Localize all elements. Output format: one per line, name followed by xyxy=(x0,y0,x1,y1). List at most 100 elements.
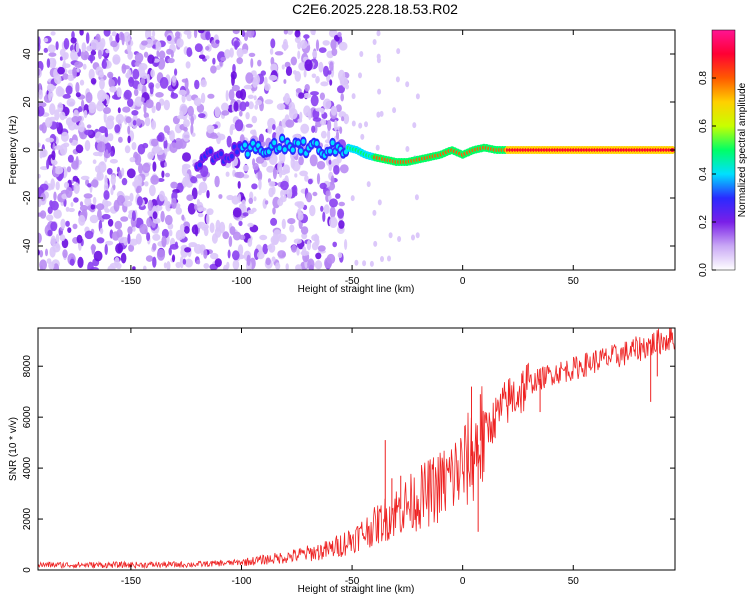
noise-blob xyxy=(105,149,109,159)
noise-blob xyxy=(318,61,324,73)
noise-blob xyxy=(237,181,241,189)
noise-blob xyxy=(304,175,309,182)
noise-blob xyxy=(84,230,94,240)
noise-blob xyxy=(147,199,153,211)
noise-blob xyxy=(172,75,177,83)
noise-blob xyxy=(159,77,169,89)
noise-blob xyxy=(49,103,56,116)
noise-blob xyxy=(67,74,74,82)
noise-blob xyxy=(121,33,125,46)
noise-blob xyxy=(366,181,371,188)
noise-blob xyxy=(132,266,136,270)
noise-blob xyxy=(152,256,157,268)
noise-blob xyxy=(157,132,165,142)
noise-blob xyxy=(103,107,111,114)
noise-blob xyxy=(127,135,131,144)
noise-blob xyxy=(257,59,262,67)
noise-blob xyxy=(182,258,187,265)
noise-blob xyxy=(103,30,111,37)
noise-blob xyxy=(86,45,93,52)
spectrogram-panel: -150 -100 -50 0 50 -40 -20 0 20 40 Height of str… xyxy=(8,29,676,295)
noise-blob xyxy=(318,47,327,53)
noise-blob xyxy=(237,193,241,204)
ridge-core xyxy=(243,142,247,148)
noise-blob xyxy=(166,48,173,55)
noise-blob xyxy=(396,48,401,55)
noise-blob xyxy=(107,71,114,79)
noise-blob xyxy=(320,205,324,212)
noise-blob xyxy=(67,69,74,75)
noise-blob xyxy=(70,202,74,207)
noise-blob xyxy=(309,154,318,167)
noise-blob xyxy=(54,145,63,151)
noise-blob xyxy=(196,259,201,265)
noise-blob xyxy=(314,260,323,270)
noise-blob xyxy=(114,124,121,133)
noise-blob xyxy=(203,249,208,259)
noise-blob xyxy=(90,78,97,85)
noise-blob xyxy=(146,73,150,84)
noise-blob xyxy=(227,249,231,259)
noise-blob xyxy=(111,231,120,241)
noise-blob xyxy=(289,224,295,233)
noise-blob xyxy=(48,116,56,122)
noise-blob xyxy=(38,232,42,244)
noise-blob xyxy=(60,131,69,142)
noise-blob xyxy=(239,110,243,117)
noise-blob xyxy=(238,220,243,227)
noise-blob xyxy=(50,235,56,247)
noise-blob xyxy=(123,200,133,207)
noise-blob xyxy=(315,39,320,51)
noise-blob xyxy=(86,124,92,129)
noise-blob xyxy=(379,110,384,117)
noise-blob xyxy=(70,37,77,44)
noise-blob xyxy=(184,173,190,186)
noise-blob xyxy=(52,58,57,69)
ridge-core xyxy=(298,148,303,154)
noise-blob xyxy=(92,196,97,205)
noise-blob xyxy=(181,214,185,221)
noise-blob xyxy=(181,93,186,103)
noise-blob xyxy=(247,94,254,100)
ridge-core xyxy=(245,151,250,157)
noise-blob xyxy=(194,225,199,237)
noise-blob xyxy=(117,107,121,114)
noise-blob xyxy=(38,68,41,76)
noise-blob xyxy=(232,30,240,35)
noise-blob xyxy=(110,150,114,157)
noise-blob xyxy=(258,179,262,190)
noise-blob xyxy=(152,217,161,224)
noise-blob xyxy=(52,243,61,253)
noise-blob xyxy=(142,142,149,149)
noise-blob xyxy=(218,194,223,199)
noise-blob xyxy=(184,77,189,90)
noise-blob xyxy=(226,135,232,148)
noise-blob xyxy=(300,123,310,134)
noise-blob xyxy=(152,233,161,241)
noise-blob xyxy=(143,51,149,58)
noise-blob xyxy=(228,236,233,247)
noise-blob xyxy=(236,57,243,65)
noise-blob xyxy=(298,62,307,71)
noise-blob xyxy=(294,173,298,178)
noise-blob xyxy=(193,97,202,107)
noise-blob xyxy=(72,67,77,79)
noise-blob xyxy=(269,48,274,55)
noise-blob xyxy=(38,89,43,100)
noise-blob xyxy=(177,114,186,120)
noise-blob xyxy=(316,173,321,185)
noise-blob xyxy=(183,126,188,132)
noise-blob xyxy=(415,232,420,239)
x-tick-label: -100 xyxy=(231,576,251,587)
y-tick-label: 40 xyxy=(22,48,33,60)
colorbar-tick-label: 0.8 xyxy=(698,71,709,85)
noise-blob xyxy=(236,48,244,58)
noise-blob xyxy=(115,243,124,254)
noise-blob xyxy=(285,263,289,270)
noise-blob xyxy=(229,226,236,236)
noise-blob xyxy=(59,111,66,121)
noise-blob xyxy=(151,148,157,156)
noise-blob xyxy=(226,194,234,201)
y-tick-label: 4000 xyxy=(22,457,33,480)
